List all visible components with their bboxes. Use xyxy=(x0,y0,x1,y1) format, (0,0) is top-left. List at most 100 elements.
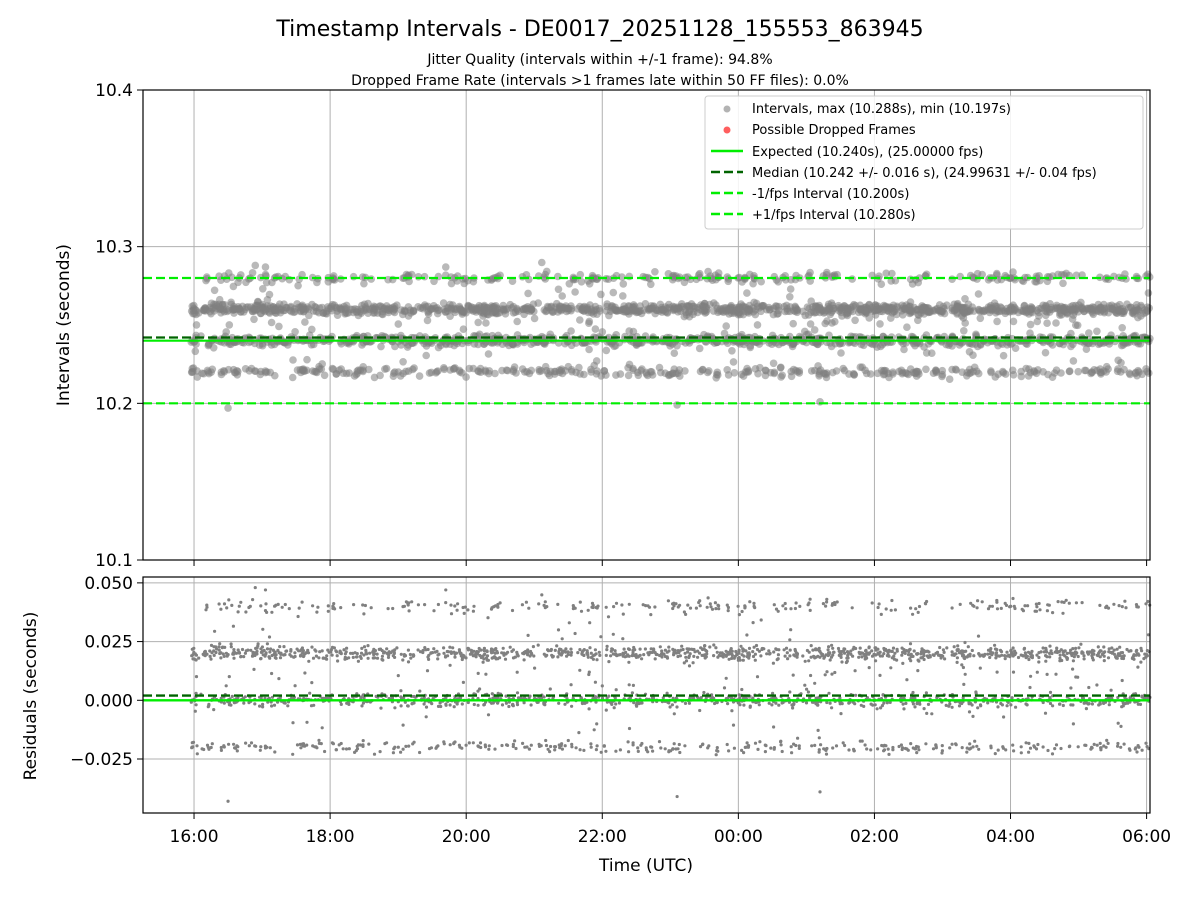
data-point xyxy=(339,606,343,610)
data-point xyxy=(378,303,387,312)
data-point xyxy=(545,605,549,609)
data-point xyxy=(917,748,921,752)
data-point xyxy=(195,744,199,748)
data-point xyxy=(990,604,995,608)
data-point xyxy=(409,656,413,660)
data-point xyxy=(362,645,367,649)
data-point xyxy=(544,743,549,748)
data-point xyxy=(961,295,969,303)
data-point xyxy=(493,747,497,751)
data-point xyxy=(1058,653,1062,657)
data-point xyxy=(731,723,736,727)
data-point xyxy=(752,645,756,649)
data-point xyxy=(1037,601,1041,606)
data-point xyxy=(1107,650,1111,654)
data-point xyxy=(521,304,530,312)
data-point xyxy=(487,747,491,751)
data-point xyxy=(344,747,349,751)
data-point xyxy=(846,651,851,655)
data-point xyxy=(597,372,605,380)
data-point xyxy=(576,651,580,655)
data-point xyxy=(1146,599,1150,604)
data-point xyxy=(728,347,736,355)
data-point xyxy=(1099,649,1103,653)
data-point xyxy=(1071,659,1075,663)
data-point xyxy=(740,609,744,614)
data-point xyxy=(1051,704,1055,708)
data-point xyxy=(709,605,713,609)
data-point xyxy=(978,270,986,279)
data-point xyxy=(303,355,311,364)
data-point xyxy=(835,600,839,604)
data-point xyxy=(806,268,814,277)
data-point xyxy=(473,306,482,314)
data-point xyxy=(916,652,920,656)
data-point xyxy=(976,634,981,638)
data-point xyxy=(677,742,681,747)
data-point xyxy=(260,645,264,649)
data-point xyxy=(489,649,493,653)
data-point xyxy=(1057,369,1065,377)
data-point xyxy=(853,669,857,673)
data-point xyxy=(875,707,879,711)
data-point xyxy=(810,744,814,748)
data-point xyxy=(366,644,370,648)
data-point xyxy=(310,645,314,649)
data-point xyxy=(697,600,701,605)
data-point xyxy=(734,310,743,319)
data-point xyxy=(191,740,196,744)
data-point xyxy=(322,307,331,316)
data-point xyxy=(548,687,552,691)
data-point xyxy=(789,365,798,374)
data-point xyxy=(466,608,470,612)
data-point xyxy=(821,602,826,606)
data-point xyxy=(686,603,690,607)
data-point xyxy=(317,738,321,743)
data-point xyxy=(233,746,237,750)
data-point xyxy=(1034,747,1039,751)
data-point xyxy=(900,747,904,752)
data-point xyxy=(960,309,968,317)
data-point xyxy=(742,648,746,652)
data-point xyxy=(330,653,334,657)
data-point xyxy=(270,704,274,708)
data-point xyxy=(685,302,694,311)
data-point xyxy=(1021,273,1029,282)
data-point xyxy=(1074,652,1078,656)
data-point xyxy=(803,659,807,663)
data-point xyxy=(197,656,201,660)
data-point xyxy=(969,351,977,360)
data-point xyxy=(745,741,749,745)
data-point xyxy=(851,647,855,651)
data-point xyxy=(772,650,776,654)
data-point xyxy=(684,659,689,663)
data-point xyxy=(528,654,532,658)
data-point xyxy=(837,306,846,314)
legend-label-expected: Expected (10.240s), (25.00000 fps) xyxy=(752,145,983,160)
data-point xyxy=(713,601,718,605)
data-point xyxy=(609,306,618,314)
data-point xyxy=(755,700,759,704)
data-point xyxy=(651,268,659,276)
data-point xyxy=(554,272,562,281)
data-point xyxy=(703,644,707,648)
data-point xyxy=(950,650,954,654)
data-point xyxy=(532,654,536,658)
data-point xyxy=(622,647,626,651)
data-point xyxy=(526,650,530,655)
data-point xyxy=(257,304,266,313)
data-point xyxy=(416,648,420,652)
data-point xyxy=(824,604,828,608)
data-point xyxy=(1071,722,1075,726)
data-point xyxy=(659,306,668,314)
data-point xyxy=(514,746,518,751)
data-point xyxy=(914,607,918,611)
data-point xyxy=(426,655,430,659)
data-point xyxy=(556,602,560,607)
data-point xyxy=(1024,372,1033,380)
data-point xyxy=(300,600,304,604)
data-point xyxy=(449,365,458,373)
data-point xyxy=(681,273,690,282)
data-point xyxy=(619,292,627,300)
intervals-axes-frame xyxy=(142,89,1151,561)
